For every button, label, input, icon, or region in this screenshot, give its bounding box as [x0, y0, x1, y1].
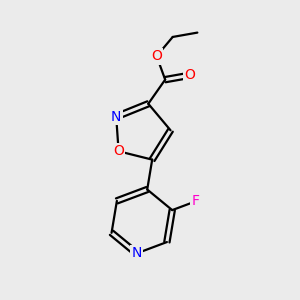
Text: O: O	[151, 49, 162, 63]
Text: O: O	[184, 68, 195, 82]
Text: N: N	[131, 246, 142, 260]
Text: O: O	[113, 144, 124, 158]
Text: F: F	[192, 194, 200, 208]
Text: N: N	[111, 110, 122, 124]
